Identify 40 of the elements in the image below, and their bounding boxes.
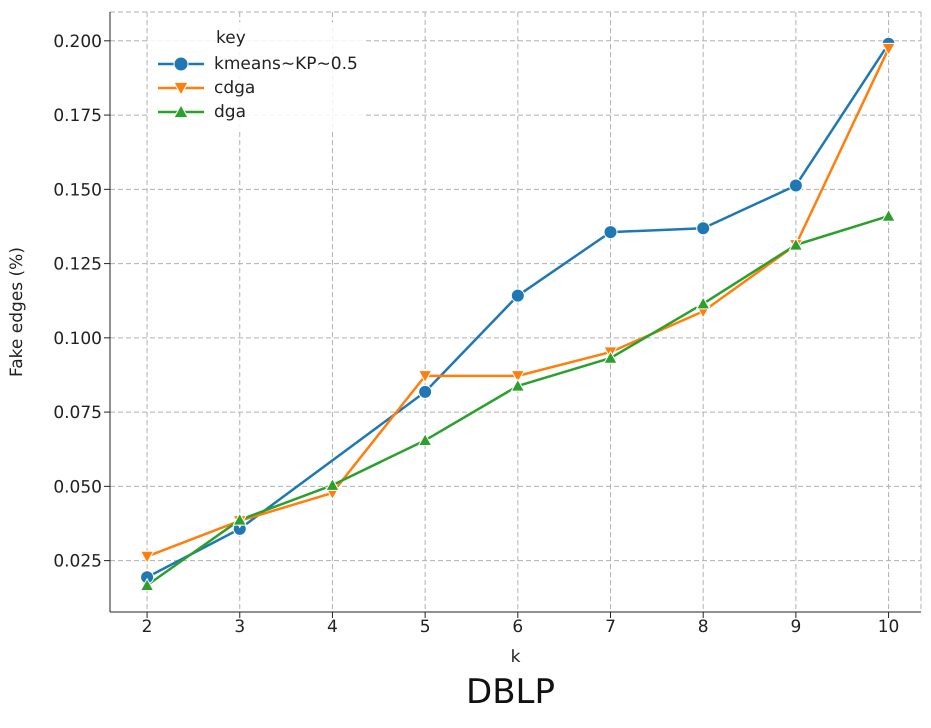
x-tick-label: 8 [698, 617, 709, 638]
legend-label: cdga [214, 78, 256, 98]
x-tick-label: 2 [142, 617, 152, 638]
x-tick-label: 6 [512, 617, 524, 638]
y-tick-label: 0.100 [53, 328, 102, 349]
point [140, 578, 154, 591]
point [140, 550, 154, 564]
y-tick-label: 0.200 [53, 32, 102, 52]
point [510, 378, 525, 392]
y-tick-label: 0.150 [53, 180, 102, 200]
point [882, 42, 896, 56]
point [788, 178, 803, 192]
x-tick-label: 10 [878, 617, 900, 638]
point [604, 351, 618, 364]
x-tick-label: 5 [420, 617, 431, 638]
point [696, 221, 710, 236]
point [882, 209, 896, 222]
y-axis-title: Fake edges (%) [7, 247, 28, 377]
y-tick-label: 0.125 [53, 254, 102, 275]
point [418, 370, 432, 383]
point [604, 225, 618, 240]
x-tick-label: 4 [327, 617, 338, 638]
x-tick-label: 3 [234, 617, 246, 638]
legend-title: key [215, 28, 247, 48]
point [418, 433, 432, 446]
point [696, 296, 710, 310]
point [418, 384, 432, 399]
point [232, 512, 247, 526]
text: DBLP [465, 672, 556, 712]
point [510, 288, 525, 303]
x-tick-label: 7 [605, 617, 616, 638]
point [325, 478, 340, 491]
y-tick-label: 0.050 [53, 477, 102, 498]
y-tick-label: 0.175 [53, 106, 102, 126]
y-tick-label: 0.025 [53, 552, 102, 572]
x-axis-title: k [510, 647, 521, 667]
legend-label: dga [214, 102, 246, 122]
legend-label: kmeans~KP~0.5 [214, 54, 358, 74]
x-tick-label: 9 [790, 617, 802, 638]
y-tick-label: 0.075 [53, 403, 102, 424]
